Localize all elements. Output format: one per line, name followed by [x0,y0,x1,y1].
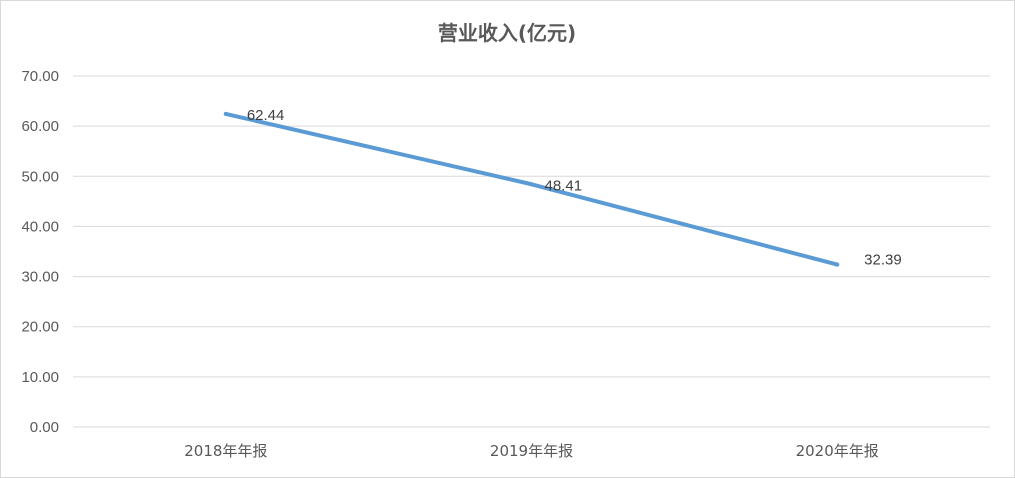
series-line [223,111,840,267]
y-tick-label: 10.00 [21,369,59,386]
y-tick-label: 60.00 [21,118,59,135]
data-labels: 62.44 48.41 32.39 [247,107,902,269]
x-tick-label: 2018年年报 [184,442,267,460]
x-tick-label: 2020年年报 [796,442,879,460]
x-tick-label: 2019年年报 [490,442,573,460]
data-label: 48.41 [545,177,583,194]
y-tick-label: 30.00 [21,269,59,286]
data-point [835,262,840,267]
x-axis-ticks: 2018年年报 2019年年报 2020年年报 [184,442,879,460]
y-tick-label: 40.00 [21,218,59,235]
data-label: 32.39 [864,252,902,269]
data-label: 62.44 [247,107,285,124]
data-point [223,111,228,116]
chart-title: 营业收入(亿元) [438,21,576,45]
series-layer [223,111,840,267]
data-point [529,182,534,187]
y-tick-label: 0.00 [30,419,59,436]
y-axis-ticks: 0.00 10.00 20.00 30.00 40.00 50.00 60.00 70.00 [21,68,59,436]
y-tick-label: 50.00 [21,168,59,185]
gridlines [73,75,990,428]
y-tick-label: 70.00 [21,68,59,85]
y-tick-label: 20.00 [21,319,59,336]
